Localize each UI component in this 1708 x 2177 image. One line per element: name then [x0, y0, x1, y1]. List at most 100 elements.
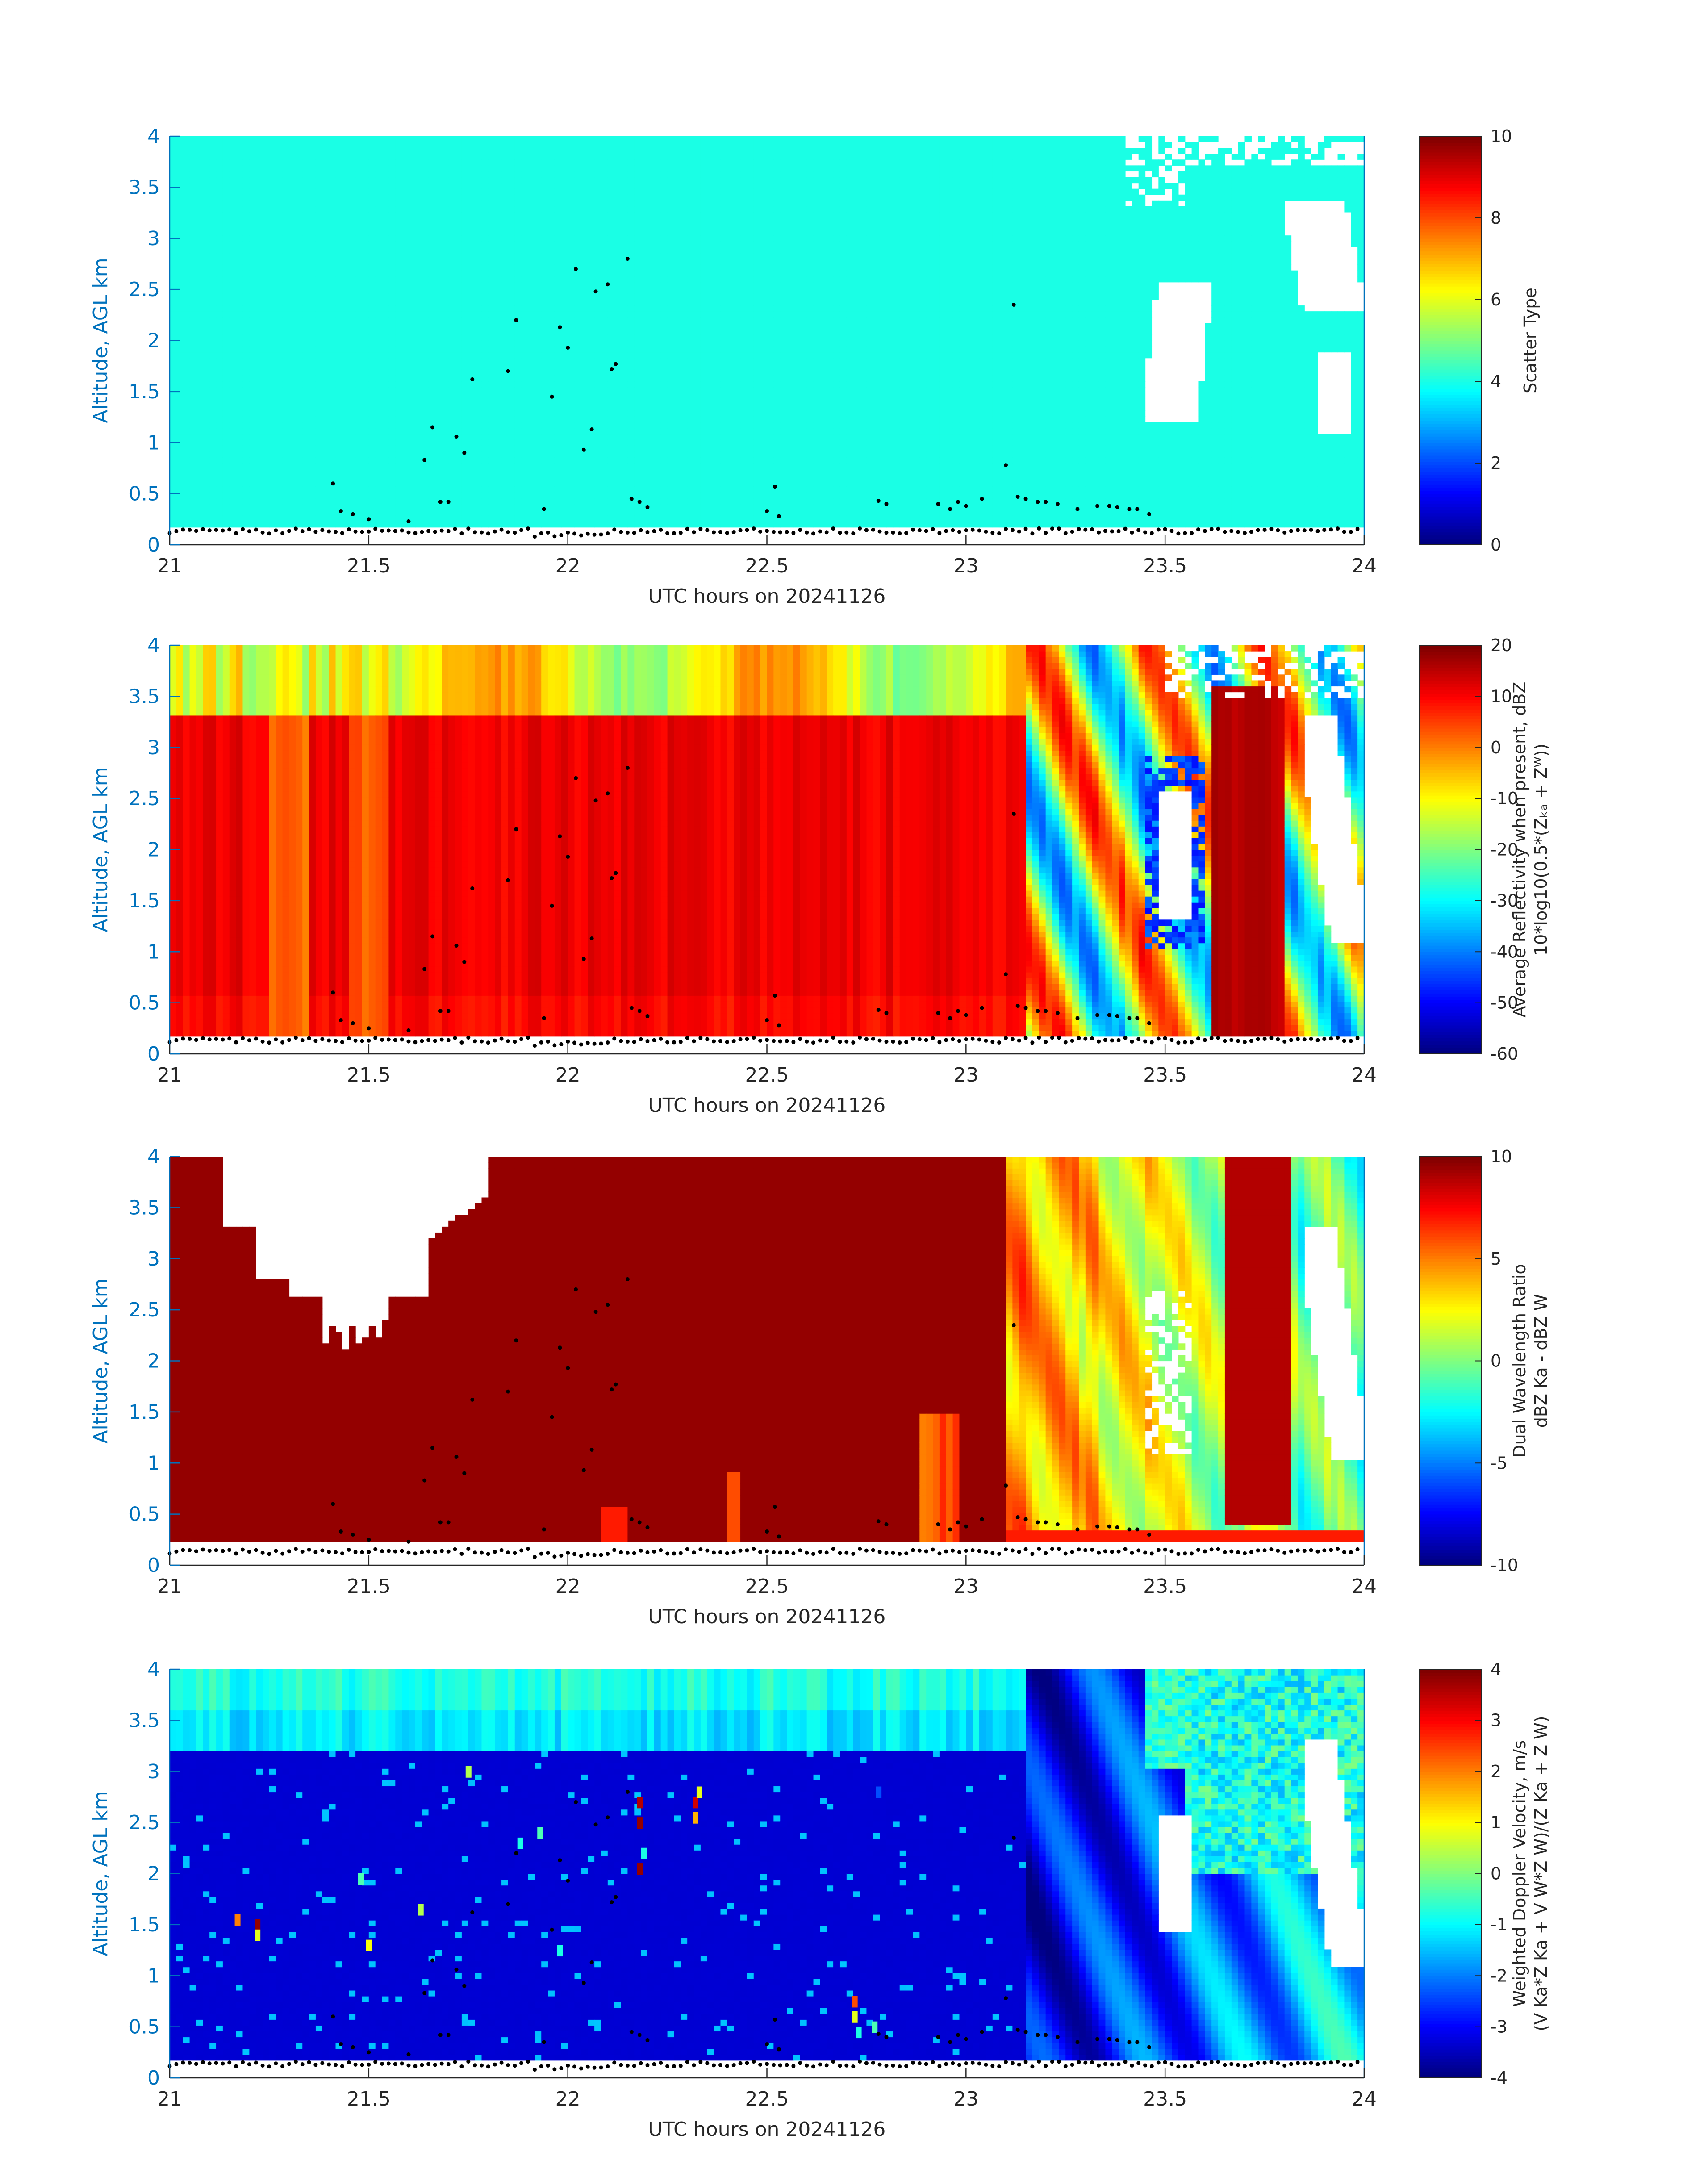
heatmap-cell [316, 241, 322, 247]
heatmap-cell [196, 159, 203, 166]
heatmap-cell [349, 463, 355, 469]
heatmap-cell [283, 323, 289, 329]
heatmap-cell [269, 469, 276, 475]
heatmap-cell [190, 516, 196, 522]
heatmap-cell [236, 498, 243, 504]
heatmap-cell [236, 276, 243, 283]
heatmap-cell [190, 235, 196, 242]
heatmap-cell [276, 235, 283, 242]
heatmap-cell [269, 305, 276, 312]
heatmap-cell [269, 136, 276, 142]
heatmap-cell [322, 451, 329, 458]
heatmap-cell [170, 300, 176, 306]
heatmap-cell [236, 235, 243, 242]
heatmap-cell [263, 516, 269, 522]
heatmap-cell [170, 364, 176, 370]
heatmap-cell [302, 300, 309, 306]
heatmap-cell [269, 224, 276, 230]
heatmap-cell [362, 352, 369, 359]
heatmap-cell [362, 510, 369, 516]
heatmap-cell [322, 218, 329, 224]
heatmap-cell [269, 405, 276, 411]
heatmap-cell [342, 347, 349, 353]
heatmap-cell [196, 276, 203, 283]
heatmap-cell [349, 516, 355, 522]
heatmap-cell [223, 329, 230, 335]
heatmap-cell [296, 323, 302, 329]
heatmap-cell [242, 381, 249, 388]
heatmap-cell [183, 177, 190, 184]
heatmap-cell [336, 370, 342, 376]
heatmap-cell [256, 341, 263, 347]
heatmap-cell [329, 387, 336, 393]
heatmap-cell [242, 451, 249, 458]
heatmap-cell [216, 399, 223, 405]
heatmap-cell [283, 387, 289, 393]
heatmap-cell [249, 300, 256, 306]
heatmap-cell [236, 212, 243, 218]
heatmap-cell [342, 475, 349, 481]
heatmap-cell [283, 492, 289, 498]
heatmap-cell [216, 142, 223, 148]
heatmap-cell [230, 276, 236, 283]
heatmap-cell [209, 189, 216, 195]
heatmap-cell [302, 410, 309, 417]
heatmap-cell [316, 159, 322, 166]
heatmap-cell [342, 206, 349, 213]
heatmap-cell [176, 282, 183, 288]
heatmap-cell [283, 381, 289, 388]
heatmap-cell [223, 294, 230, 300]
heatmap-cell [236, 201, 243, 207]
heatmap-cell [355, 428, 362, 435]
heatmap-cell [190, 317, 196, 323]
heatmap-cell [223, 341, 230, 347]
heatmap-cell [322, 148, 329, 154]
heatmap-cell [216, 189, 223, 195]
heatmap-cell [269, 329, 276, 335]
heatmap-cell [183, 457, 190, 464]
heatmap-cell [309, 282, 316, 288]
heatmap-cell [322, 311, 329, 318]
heatmap-cell [355, 212, 362, 218]
heatmap-cell [203, 440, 209, 446]
heatmap-cell [170, 323, 176, 329]
heatmap-cell [216, 300, 223, 306]
heatmap-cell [223, 463, 230, 469]
heatmap-cell [223, 422, 230, 429]
heatmap-cell [316, 171, 322, 177]
heatmap-cell [203, 492, 209, 498]
heatmap-cell [302, 504, 309, 510]
heatmap-cell [296, 416, 302, 422]
heatmap-cell [336, 195, 342, 201]
heatmap-cell [170, 347, 176, 353]
heatmap-cell [316, 428, 322, 435]
heatmap-cell [209, 317, 216, 323]
heatmap-cell [263, 376, 269, 382]
heatmap-cell [342, 259, 349, 265]
heatmap-cell [196, 428, 203, 435]
heatmap-cell [183, 381, 190, 388]
heatmap-cell [322, 504, 329, 510]
heatmap-cell [196, 475, 203, 481]
heatmap-cell [283, 486, 289, 493]
heatmap-cell [302, 387, 309, 393]
heatmap-cell [276, 154, 283, 160]
heatmap-cell [283, 481, 289, 487]
heatmap-cell [170, 352, 176, 359]
heatmap-cell [336, 247, 342, 253]
heatmap-cell [183, 165, 190, 171]
heatmap-cell [316, 486, 322, 493]
heatmap-cell [230, 212, 236, 218]
heatmap-cell [336, 218, 342, 224]
heatmap-cell [223, 492, 230, 498]
heatmap-cell [349, 230, 355, 236]
heatmap-cell [276, 206, 283, 213]
heatmap-cell [342, 492, 349, 498]
heatmap-cell [249, 334, 256, 341]
heatmap-cell [242, 510, 249, 516]
heatmap-cell [322, 305, 329, 312]
heatmap-cell [196, 294, 203, 300]
heatmap-cell [249, 329, 256, 335]
heatmap-cell [316, 376, 322, 382]
heatmap-cell [276, 416, 283, 422]
